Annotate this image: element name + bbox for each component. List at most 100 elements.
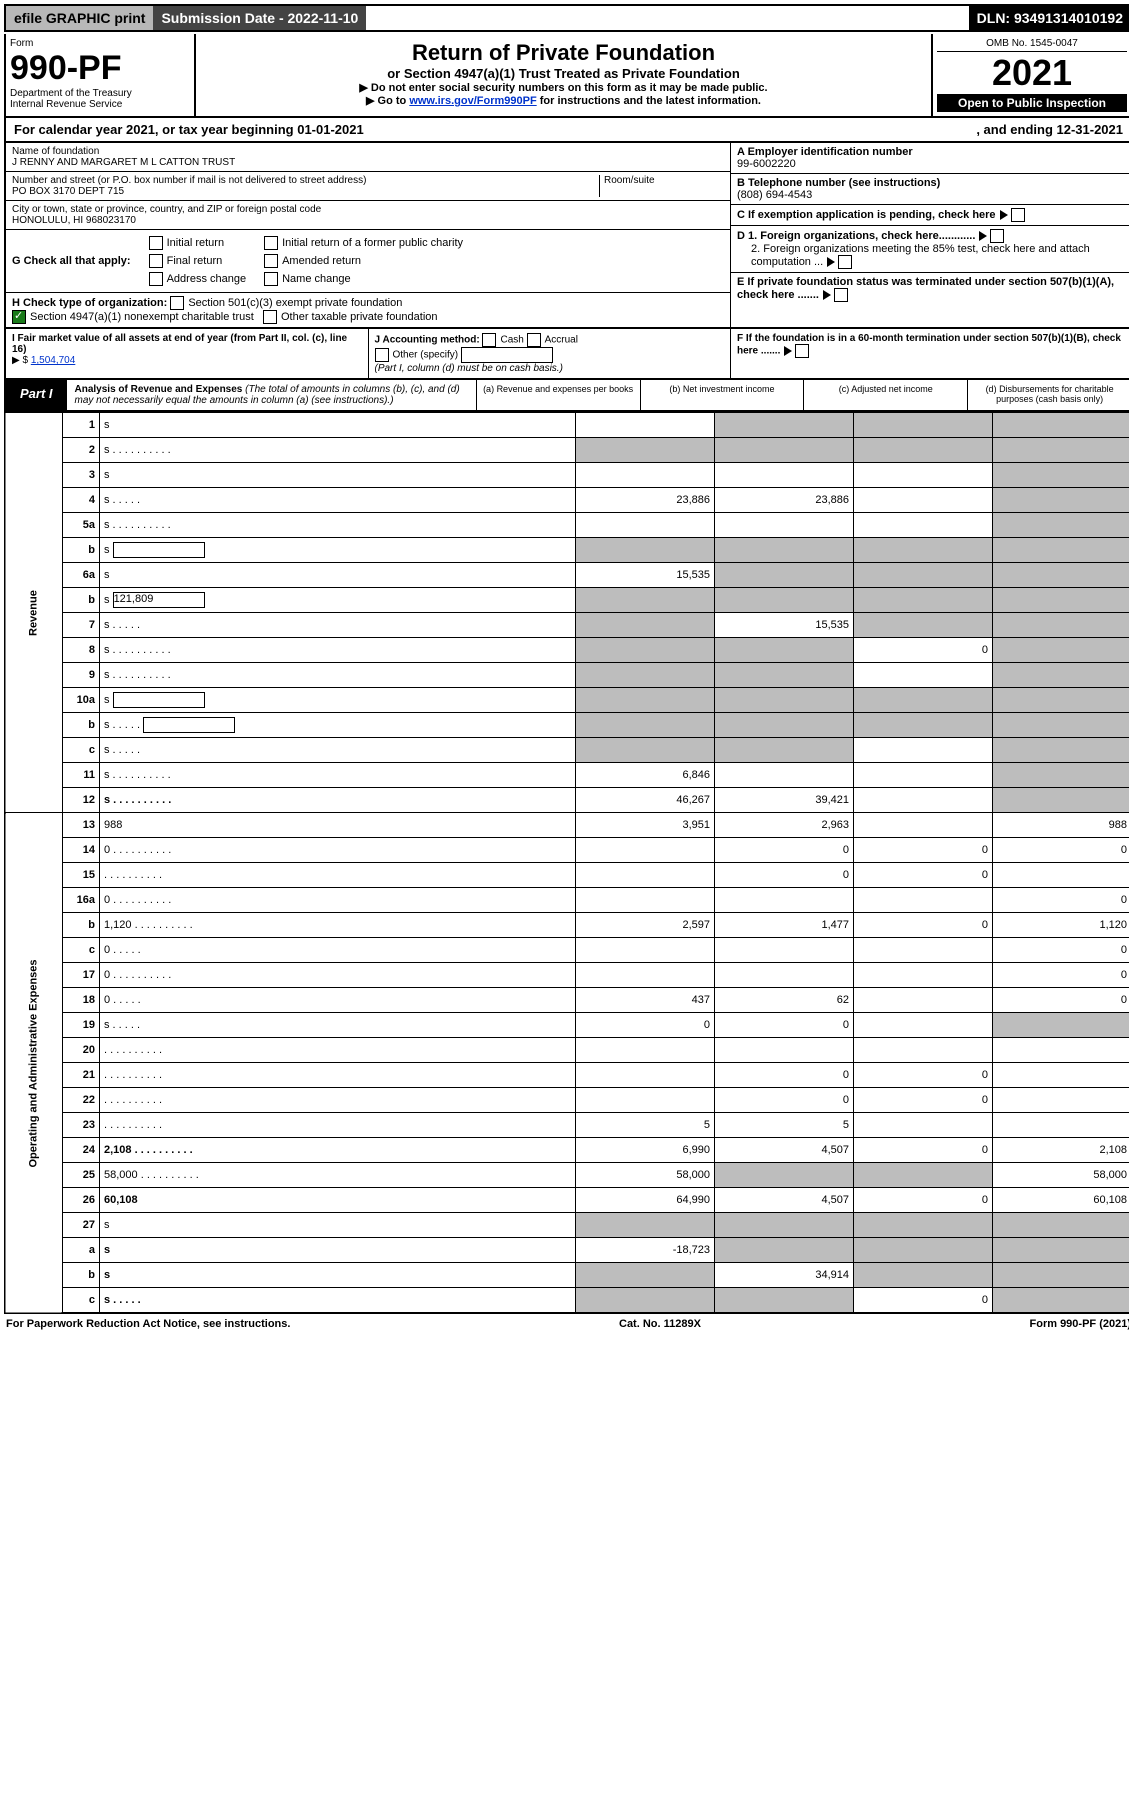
table-row: 11s6,846 [5,763,1129,788]
table-row: c00 [5,938,1129,963]
form-title: Return of Private Foundation [206,40,921,66]
chk-f[interactable] [795,344,809,358]
table-row: 8s0 [5,638,1129,663]
table-row: 180437620 [5,988,1129,1013]
side-label: Operating and Administrative Expenses [5,813,63,1314]
chk-accrual[interactable] [527,333,541,347]
form-note2: ▶ Go to www.irs.gov/Form990PF for instru… [206,94,921,107]
e-row: E If private foundation status was termi… [731,273,1129,305]
table-row: 140000 [5,838,1129,863]
dept-label: Department of the Treasury [10,88,190,99]
d-row: D 1. Foreign organizations, check here..… [731,226,1129,273]
part1-header: Part I Analysis of Revenue and Expenses … [4,380,1129,412]
c-row: C If exemption application is pending, c… [731,205,1129,226]
chk-address[interactable] [149,272,163,286]
chk-final[interactable] [149,254,163,268]
table-row: 6as15,535 [5,563,1129,588]
tax-year: 2021 [937,52,1127,94]
h-row: H Check type of organization: Section 50… [6,293,730,327]
table-row: 2100 [5,1063,1129,1088]
chk-amended[interactable] [264,254,278,268]
table-row: bs [5,713,1129,738]
chk-initial[interactable] [149,236,163,250]
table-row: Operating and Administrative Expenses139… [5,813,1129,838]
side-label: Revenue [5,413,63,813]
omb-number: OMB No. 1545-0047 [937,38,1127,52]
table-row: bs34,914 [5,1263,1129,1288]
city-label: City or town, state or province, country… [12,204,724,215]
table-row: bs 121,809 [5,588,1129,613]
efile-label: efile GRAPHIC print [6,6,153,30]
col-c-header: (c) Adjusted net income [803,380,967,410]
dln-label: DLN: 93491314010192 [969,6,1129,30]
form-number: 990-PF [10,49,190,88]
chk-other[interactable] [375,348,389,362]
table-row: 9s [5,663,1129,688]
page-footer: For Paperwork Reduction Act Notice, see … [4,1314,1129,1334]
analysis-table: Revenue1s2s3s4s23,88623,8865asbs 6as15,5… [4,412,1129,1314]
addr-value: PO BOX 3170 DEPT 715 [12,186,599,197]
table-row: b1,1202,5971,47701,120 [5,913,1129,938]
col-d-header: (d) Disbursements for charitable purpose… [967,380,1129,410]
table-row: bs [5,538,1129,563]
table-row: 2s [5,438,1129,463]
form-header: Form 990-PF Department of the Treasury I… [4,34,1129,118]
info-block: Name of foundation J RENNY AND MARGARET … [4,143,1129,329]
f-row: F If the foundation is in a 60-month ter… [731,329,1129,378]
table-row: 2660,10864,9904,507060,108 [5,1188,1129,1213]
footer-left: For Paperwork Reduction Act Notice, see … [6,1318,290,1330]
chk-c[interactable] [1011,208,1025,222]
col-b-header: (b) Net investment income [640,380,804,410]
fmv-link[interactable]: 1,504,704 [31,355,76,366]
top-bar: efile GRAPHIC print Submission Date - 20… [4,4,1129,32]
table-row: 20 [5,1038,1129,1063]
table-row: as-18,723 [5,1238,1129,1263]
ein-value: 99-6002220 [737,158,1125,170]
chk-501c3[interactable] [170,296,184,310]
instructions-link[interactable]: www.irs.gov/Form990PF [409,95,536,107]
ein-label: A Employer identification number [737,146,1125,158]
table-row: 16a00 [5,888,1129,913]
table-row: Revenue1s [5,413,1129,438]
arrow-icon [1000,210,1008,220]
addr-label: Number and street (or P.O. box number if… [12,175,599,186]
chk-e[interactable] [834,288,848,302]
calendar-year-row: For calendar year 2021, or tax year begi… [4,118,1129,143]
table-row: 19s00 [5,1013,1129,1038]
footer-mid: Cat. No. 11289X [619,1318,701,1330]
table-row: 1700 [5,963,1129,988]
open-to-public: Open to Public Inspection [937,94,1127,112]
part1-label: Part I [6,380,67,410]
table-row: 2355 [5,1113,1129,1138]
ijf-block: I Fair market value of all assets at end… [4,329,1129,380]
chk-other-tax[interactable] [263,310,277,324]
table-row: 3s [5,463,1129,488]
col-a-header: (a) Revenue and expenses per books [476,380,640,410]
irs-label: Internal Revenue Service [10,99,190,110]
chk-initial-former[interactable] [264,236,278,250]
chk-d1[interactable] [990,229,1004,243]
table-row: 2558,00058,00058,000 [5,1163,1129,1188]
g-check-row: G Check all that apply: Initial return F… [6,230,730,293]
table-row: 12s46,26739,421 [5,788,1129,813]
table-row: 10as [5,688,1129,713]
table-row: 7s15,535 [5,613,1129,638]
foundation-name: J RENNY AND MARGARET M L CATTON TRUST [12,157,724,168]
table-row: 2200 [5,1088,1129,1113]
chk-cash[interactable] [482,333,496,347]
table-row: 1500 [5,863,1129,888]
table-row: cs [5,738,1129,763]
table-row: cs0 [5,1288,1129,1314]
submission-date: Submission Date - 2022-11-10 [153,6,366,30]
phone-label: B Telephone number (see instructions) [737,177,1125,189]
room-label: Room/suite [599,175,724,197]
form-note1: ▶ Do not enter social security numbers o… [206,81,921,94]
city-value: HONOLULU, HI 968023170 [12,215,724,226]
form-subtitle: or Section 4947(a)(1) Trust Treated as P… [206,66,921,81]
chk-d2[interactable] [838,255,852,269]
chk-name-change[interactable] [264,272,278,286]
table-row: 5as [5,513,1129,538]
name-label: Name of foundation [12,146,724,157]
table-row: 4s23,88623,886 [5,488,1129,513]
chk-4947[interactable] [12,310,26,324]
